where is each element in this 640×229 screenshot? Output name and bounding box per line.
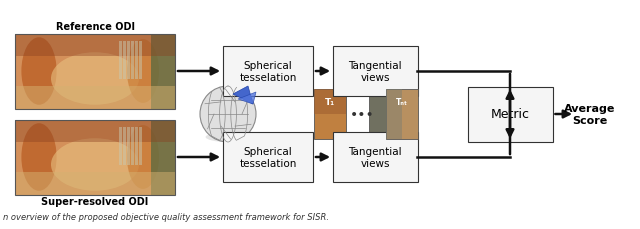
Ellipse shape	[51, 53, 139, 105]
Text: Average
Score: Average Score	[564, 104, 616, 125]
Bar	[123, 42, 126, 79]
Text: Spherical
tesselation: Spherical tesselation	[239, 146, 297, 169]
Text: Reference ODI: Reference ODI	[56, 22, 134, 32]
Ellipse shape	[21, 38, 56, 105]
Bar	[386, 90, 402, 139]
Text: Super-resolved ODI: Super-resolved ODI	[42, 197, 148, 207]
Bar	[127, 128, 130, 165]
FancyBboxPatch shape	[223, 132, 313, 182]
Bar	[314, 90, 346, 114]
Ellipse shape	[127, 125, 159, 189]
FancyBboxPatch shape	[223, 47, 313, 97]
Ellipse shape	[127, 40, 159, 104]
Bar	[139, 42, 142, 79]
Bar	[151, 120, 175, 195]
Text: Tₙₜ: Tₙₜ	[396, 98, 408, 106]
Bar	[139, 128, 142, 165]
Text: •••: •••	[349, 108, 374, 121]
Ellipse shape	[21, 124, 56, 191]
Bar	[127, 42, 130, 79]
Bar	[369, 88, 401, 137]
Ellipse shape	[205, 132, 250, 142]
Bar	[15, 120, 175, 142]
Text: Tangential
views: Tangential views	[348, 146, 402, 169]
Bar	[151, 34, 175, 109]
Bar	[15, 34, 175, 57]
Text: Metric: Metric	[490, 108, 529, 121]
Bar	[15, 34, 175, 109]
Bar	[123, 128, 126, 165]
Text: Tangential
views: Tangential views	[348, 60, 402, 83]
Ellipse shape	[51, 139, 139, 191]
Bar	[314, 90, 346, 139]
Bar	[131, 128, 134, 165]
Polygon shape	[233, 87, 253, 105]
FancyBboxPatch shape	[333, 132, 417, 182]
FancyBboxPatch shape	[467, 87, 552, 142]
Bar	[135, 42, 138, 79]
Bar	[15, 172, 175, 195]
Polygon shape	[238, 93, 256, 105]
Bar	[131, 42, 134, 79]
Bar	[119, 42, 122, 79]
Bar	[119, 128, 122, 165]
Bar	[15, 34, 175, 109]
Bar	[135, 128, 138, 165]
Bar	[15, 87, 175, 109]
Text: T₁: T₁	[325, 98, 335, 106]
Bar	[386, 90, 418, 139]
FancyBboxPatch shape	[333, 47, 417, 97]
Bar	[15, 120, 175, 195]
Bar	[15, 120, 175, 195]
Text: n overview of the proposed objective quality assessment framework for SISR.: n overview of the proposed objective qua…	[3, 212, 329, 221]
Circle shape	[200, 87, 256, 142]
Text: Spherical
tesselation: Spherical tesselation	[239, 60, 297, 83]
